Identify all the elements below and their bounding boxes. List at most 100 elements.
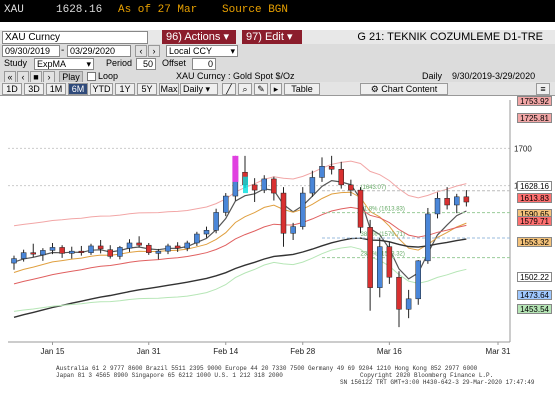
more-icon[interactable]: ▸ <box>270 83 282 95</box>
tab-1m[interactable]: 1M <box>46 83 66 95</box>
last-price: 1628.16 <box>56 4 103 16</box>
offset-input[interactable]: 0 <box>192 58 216 70</box>
candle <box>377 237 383 298</box>
candle <box>213 208 219 234</box>
candle <box>280 187 287 247</box>
tab-5y[interactable]: 5Y <box>137 83 157 95</box>
price-axis-label: 1453.54 <box>517 304 552 314</box>
upper-band-line <box>13 160 467 227</box>
candle <box>319 157 325 182</box>
study-label: Study <box>4 58 28 68</box>
highlight-marker <box>243 176 248 194</box>
candle <box>174 242 181 252</box>
chevron-down-icon: ▾ <box>205 84 211 94</box>
actions-menu[interactable]: 96) Actions ▾ <box>162 30 236 44</box>
x-tick-label: Mar 16 <box>377 347 402 356</box>
range-separator: - <box>61 45 65 56</box>
chevron-down-icon: ▾ <box>286 31 293 43</box>
candle <box>271 176 277 201</box>
candle <box>203 226 210 238</box>
candle <box>425 207 431 264</box>
chevron-down-icon: ▾ <box>86 59 91 69</box>
tab-1d[interactable]: 1D <box>2 83 22 95</box>
frequency-select[interactable]: Daily ▾ <box>180 83 218 95</box>
candle <box>136 236 142 248</box>
ticker-symbol: XAU <box>4 4 24 16</box>
footer: Australia 61 2 9777 8600 Brazil 5511 239… <box>0 364 555 400</box>
chart-content-label: Chart Content <box>381 84 438 94</box>
settings-icon: ⚙ <box>370 84 379 94</box>
candle <box>49 242 56 255</box>
fibonacci-label: 61.8% (1613.83) <box>361 207 405 213</box>
offset-label: Offset <box>162 58 186 68</box>
footer-session: SN 156122 TRT GMT+3:00 H430-642-3 29-Mar… <box>340 379 535 386</box>
security-input[interactable]: XAU Curncy <box>2 31 148 44</box>
candle <box>194 231 200 246</box>
candle <box>40 248 46 261</box>
footer-contacts-line1: Australia 61 2 9777 8600 Brazil 5511 239… <box>56 365 478 372</box>
candle <box>78 245 85 256</box>
candle <box>415 260 421 305</box>
chevron-down-icon: ▾ <box>223 31 230 43</box>
candle <box>386 242 393 284</box>
footer-contacts-line2: Japan 81 3 4565 8900 Singapore 65 6212 1… <box>56 372 283 379</box>
candle <box>155 248 162 260</box>
candle <box>357 187 364 234</box>
candle <box>405 289 412 319</box>
tab-3d[interactable]: 3D <box>24 83 44 95</box>
tab-max[interactable]: Max <box>159 83 179 95</box>
loop-label: Loop <box>98 71 119 81</box>
candle <box>290 222 296 240</box>
prev-arrow-icon[interactable]: ‹ <box>135 45 147 57</box>
candle <box>300 187 306 230</box>
x-tick-label: Feb 14 <box>213 347 238 356</box>
playback-row <box>0 70 555 83</box>
loop-checkbox[interactable] <box>87 72 96 81</box>
candle <box>97 239 104 254</box>
candle <box>11 255 17 270</box>
period-input[interactable]: 50 <box>136 58 156 70</box>
tab-6m[interactable]: 6M <box>68 83 88 95</box>
fibonacci-label: 23.6% (1553.32) <box>361 252 405 258</box>
tab-ytd[interactable]: YTD <box>90 83 113 95</box>
price-axis-label: 1725.81 <box>517 113 552 123</box>
candle <box>146 242 152 255</box>
candle <box>251 178 258 203</box>
price-axis-label: 1473.64 <box>517 290 552 300</box>
study-value: ExpMA <box>37 59 67 69</box>
price-source: Source BGN <box>222 4 289 16</box>
zoom-icon[interactable]: ⌕ <box>238 83 252 95</box>
price-axis-label: 1502.22 <box>517 272 552 282</box>
candle <box>454 193 460 214</box>
chart-menu-icon[interactable]: ≡ <box>536 83 550 95</box>
table-button[interactable]: Table <box>284 83 320 95</box>
price-axis-label: 1579.71 <box>517 216 552 226</box>
draw-tool-icon[interactable]: ✎ <box>254 83 268 95</box>
edit-menu[interactable]: 97) Edit ▾ <box>242 30 302 44</box>
highlight-marker <box>232 155 239 182</box>
end-date-field[interactable]: 03/29/2020 <box>67 45 131 57</box>
next-arrow-icon[interactable]: › <box>148 45 160 57</box>
candle <box>117 245 123 260</box>
candle <box>261 175 267 194</box>
price-chart[interactable]: (1643.07) 61.8% (1613.83) 38.2% (1579.71) 2… <box>0 96 555 356</box>
x-tick-label: Mar 31 <box>486 347 511 356</box>
tab-1y[interactable]: 1Y <box>115 83 135 95</box>
candle <box>463 190 470 207</box>
chart-security-name: XAU Curncy : Gold Spot $/Oz <box>176 71 295 81</box>
candle <box>88 243 94 255</box>
chevron-down-icon: ▾ <box>230 46 235 56</box>
price-axis-label: 1753.92 <box>517 96 552 106</box>
line-chart-icon[interactable]: ╱ <box>222 83 236 95</box>
study-select[interactable]: ExpMA ▾ <box>34 58 94 70</box>
y-tick-label: 1700 <box>514 144 532 153</box>
currency-select[interactable]: Local CCY ▾ <box>166 45 238 57</box>
candle <box>367 219 373 311</box>
candle <box>309 170 316 197</box>
frequency-value: Daily <box>183 84 204 94</box>
candle <box>328 155 335 175</box>
price-axis-label: 1613.83 <box>517 193 552 203</box>
candle <box>184 240 190 252</box>
start-date-field[interactable]: 09/30/2019 <box>2 45 60 57</box>
chart-content-button[interactable]: ⚙ Chart Content <box>360 83 448 95</box>
